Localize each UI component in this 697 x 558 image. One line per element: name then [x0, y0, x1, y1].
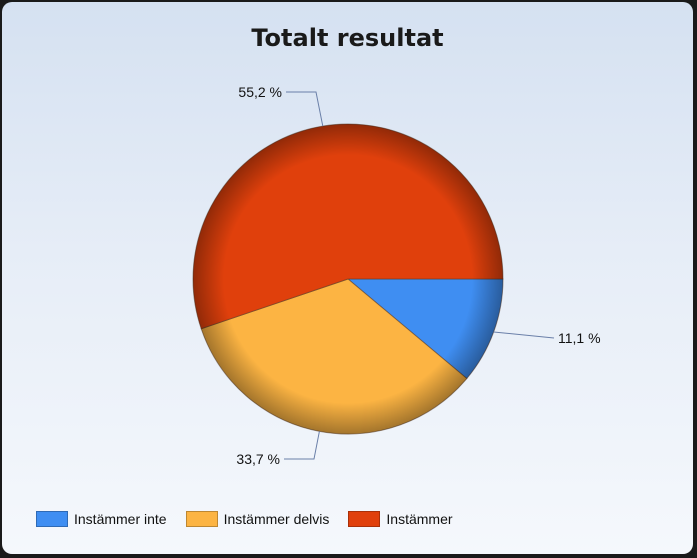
- legend-label: Instämmer delvis: [223, 511, 330, 527]
- legend-label: Instämmer inte: [74, 511, 167, 527]
- legend-item-instammer: Instämmer: [348, 511, 453, 527]
- leader-line: [284, 431, 320, 460]
- data-label: 33,7 %: [236, 451, 280, 467]
- legend-label: Instämmer: [386, 511, 453, 527]
- legend-swatch: [348, 511, 381, 527]
- leader-line: [286, 91, 324, 127]
- data-label: 55,2 %: [238, 84, 282, 100]
- data-label: 11,1 %: [558, 330, 601, 346]
- legend-item-instammer-delvis: Instämmer delvis: [185, 511, 330, 527]
- legend-swatch: [36, 511, 68, 527]
- legend-item-instammer-inte: Instämmer inte: [36, 511, 167, 527]
- legend: Instämmer inte Instämmer delvis Instämme…: [36, 511, 472, 527]
- legend-swatch: [185, 511, 218, 527]
- leader-line: [493, 331, 555, 339]
- chart-title: Totalt resultat: [251, 24, 444, 52]
